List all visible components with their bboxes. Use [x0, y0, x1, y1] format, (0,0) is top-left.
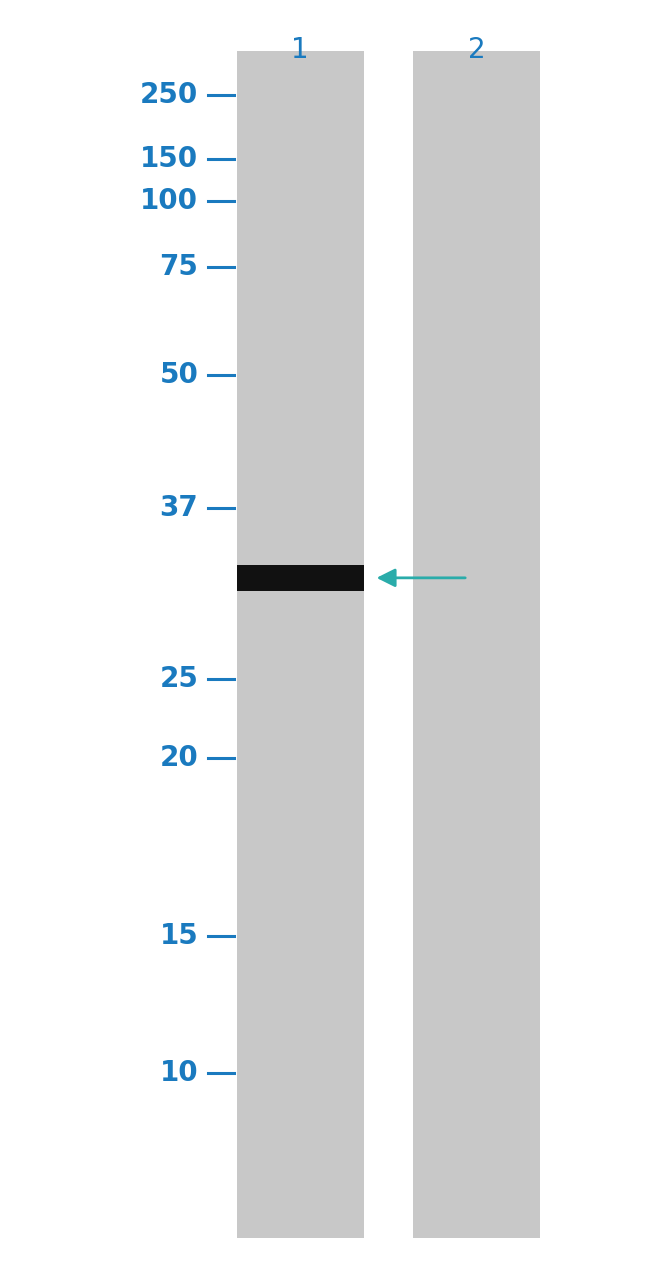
Bar: [413, 51, 540, 1238]
Bar: [237, 51, 364, 1238]
Text: 1: 1: [291, 36, 309, 64]
Text: 2: 2: [467, 36, 486, 64]
Bar: [237, 565, 364, 591]
Text: 20: 20: [159, 744, 198, 772]
Text: 15: 15: [159, 922, 198, 950]
Text: 25: 25: [159, 665, 198, 693]
Text: 10: 10: [160, 1059, 198, 1087]
Text: 150: 150: [140, 145, 198, 173]
Text: 100: 100: [140, 187, 198, 215]
Text: 37: 37: [159, 494, 198, 522]
Text: 75: 75: [159, 253, 198, 281]
Text: 50: 50: [159, 361, 198, 389]
Text: 250: 250: [140, 81, 198, 109]
